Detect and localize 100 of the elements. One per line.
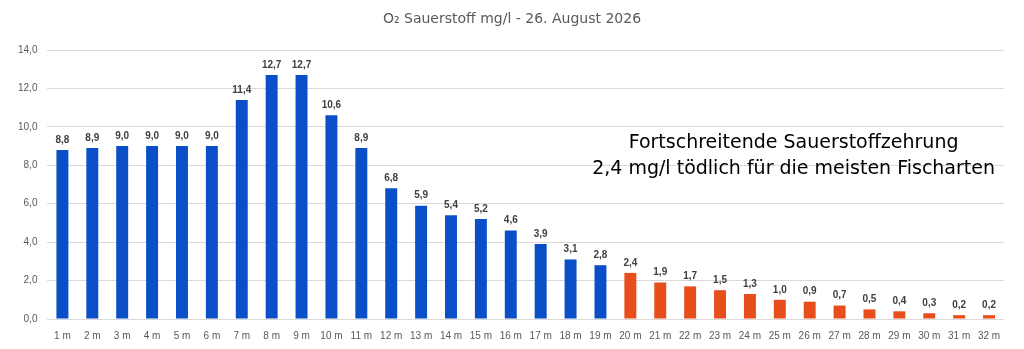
data-label: 8,9 (354, 131, 369, 143)
x-tick-label: 3 m (113, 329, 131, 341)
data-label: 4,6 (503, 214, 519, 226)
x-tick-label: 2 m (83, 329, 101, 341)
bar (325, 115, 338, 319)
data-label: 10,6 (321, 99, 342, 111)
bar (205, 146, 218, 319)
x-tick-label: 1 m (54, 329, 71, 341)
annotation: Fortschreitende Sauerstoffzehrung (628, 130, 959, 153)
x-tick-label: 22 m (679, 329, 702, 341)
bar (385, 188, 398, 319)
data-label: 0,7 (832, 289, 847, 301)
data-label: 1,5 (713, 273, 728, 285)
x-tick-label: 24 m (738, 329, 762, 341)
data-label: 9,0 (175, 129, 190, 141)
bar (743, 294, 756, 319)
data-label: 1,9 (653, 266, 668, 278)
data-label: 0,2 (952, 298, 967, 310)
data-label: 1,0 (772, 283, 788, 295)
data-label: 12,7 (291, 58, 312, 70)
annotation: 2,4 mg/l tödlich für die meisten Fischarten (592, 156, 995, 179)
x-tick-label: 9 m (293, 329, 310, 341)
data-label: 5,2 (473, 202, 489, 214)
x-tick-label: 11 m (350, 329, 373, 341)
data-label: 0,3 (922, 296, 937, 308)
data-label: 0,2 (982, 298, 997, 310)
x-tick-label: 16 m (499, 329, 522, 341)
bar (355, 147, 368, 319)
bar (983, 315, 996, 319)
data-label: 6,8 (384, 172, 399, 184)
bar (474, 219, 487, 319)
bar (773, 299, 786, 319)
x-tick-label: 14 m (439, 329, 463, 341)
x-tick-label: 8 m (263, 329, 280, 341)
y-tick-label: 14,0 (17, 43, 38, 55)
data-label: 1,7 (683, 270, 698, 282)
data-label: 9,0 (145, 129, 160, 141)
y-tick-label: 8,0 (23, 159, 38, 171)
x-tick-label: 31 m (948, 329, 971, 341)
bar (803, 301, 816, 319)
bar (295, 74, 308, 319)
data-label: 2,8 (593, 248, 608, 260)
bar (146, 146, 159, 319)
y-tick-label: 12,0 (17, 82, 38, 94)
chart-title: O₂ Sauerstoff mg/l - 26. August 2026 (381, 10, 643, 28)
data-label: 8,8 (55, 133, 70, 145)
bar (624, 272, 637, 319)
bar (654, 282, 667, 319)
data-label: 1,3 (742, 277, 758, 289)
x-tick-label: 5 m (173, 329, 191, 341)
y-tick-label: 2,0 (23, 274, 38, 286)
x-tick-label: 6 m (203, 329, 221, 341)
data-label: 0,4 (892, 295, 907, 307)
x-tick-label: 19 m (589, 329, 612, 341)
data-label: 3,9 (533, 227, 549, 239)
data-label: 11,4 (232, 83, 252, 95)
bar (116, 146, 129, 319)
bar (714, 290, 727, 319)
x-tick-label: 18 m (559, 329, 582, 341)
bar (534, 244, 547, 319)
data-label: 2,4 (623, 256, 638, 268)
data-label: 0,5 (862, 293, 877, 305)
bar (445, 215, 457, 319)
data-label: 12,7 (261, 58, 282, 70)
x-tick-label: 15 m (469, 329, 493, 341)
x-tick-label: 4 m (143, 329, 161, 341)
y-tick-label: 4,0 (23, 235, 38, 247)
bar (863, 309, 876, 319)
bar (953, 315, 966, 319)
bar (86, 147, 99, 319)
bar (564, 259, 577, 319)
bar (893, 311, 906, 319)
x-tick-label: 12 m (380, 329, 403, 341)
bar (56, 149, 69, 319)
data-label: 9,0 (204, 129, 220, 141)
x-tick-label: 32 m (977, 329, 1001, 341)
data-label: 5,4 (444, 198, 459, 210)
bar (833, 305, 846, 319)
bar (235, 99, 248, 319)
bar (176, 146, 188, 319)
x-tick-label: 17 m (529, 329, 552, 341)
data-label: 3,1 (563, 243, 578, 255)
data-label: 5,9 (414, 189, 429, 201)
bar (923, 313, 936, 319)
x-tick-label: 29 m (888, 329, 911, 341)
x-tick-label: 21 m (649, 329, 672, 341)
bar (504, 230, 517, 319)
bar (265, 74, 278, 319)
x-tick-label: 25 m (768, 329, 791, 341)
x-tick-label: 20 m (619, 329, 642, 341)
y-tick-label: 10,0 (17, 120, 38, 132)
x-tick-label: 7 m (233, 329, 251, 341)
bar (415, 205, 428, 319)
bar (594, 265, 607, 319)
x-tick-label: 27 m (828, 329, 851, 341)
x-tick-label: 26 m (798, 329, 821, 341)
bar (684, 286, 697, 319)
y-tick-label: 0,0 (23, 312, 38, 324)
x-tick-label: 23 m (708, 329, 732, 341)
y-tick-label: 6,0 (23, 197, 38, 209)
